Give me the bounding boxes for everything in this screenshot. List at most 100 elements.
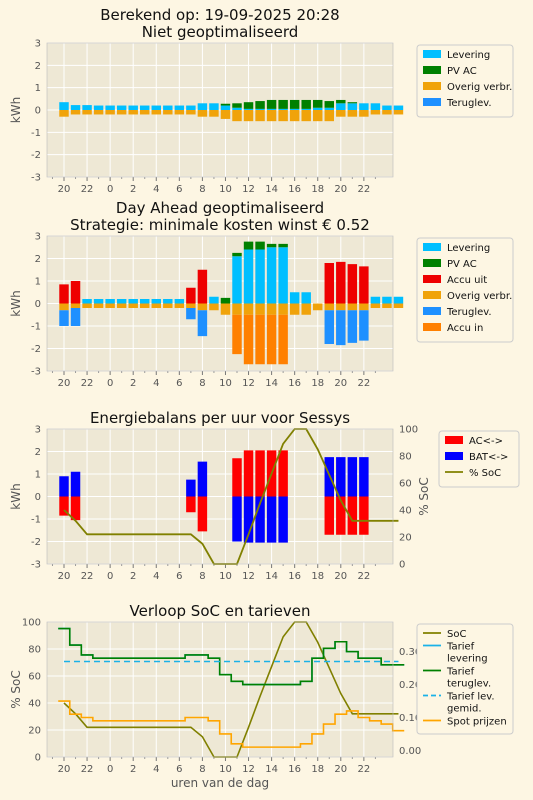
x-tick-label: 6	[176, 764, 182, 775]
bar	[393, 296, 404, 304]
legend-label: Overig verbr.	[447, 291, 512, 302]
legend-swatch	[423, 66, 441, 74]
legend-swatch	[445, 452, 463, 460]
legend-label: BAT<->	[469, 452, 508, 463]
bar	[313, 303, 323, 311]
legend-swatch	[423, 275, 441, 283]
legend-label: gemid.	[447, 704, 482, 715]
bar	[232, 314, 242, 355]
y-tick-label: 100	[22, 618, 41, 629]
bar	[359, 496, 369, 535]
x-tick-label: 12	[242, 378, 255, 389]
bar	[197, 310, 208, 337]
legend-box	[416, 623, 514, 735]
bar	[116, 303, 127, 308]
x-tick-label: 14	[265, 184, 278, 195]
x-tick-label: 22	[357, 378, 370, 389]
bar	[278, 99, 288, 109]
x-tick-label: 18	[311, 571, 324, 582]
bar	[220, 303, 231, 315]
chart-title: Verloop SoC en tarieven	[130, 602, 311, 620]
y-tick-label: -2	[31, 537, 41, 548]
bar	[266, 110, 277, 122]
bar	[243, 303, 254, 315]
bar	[82, 110, 92, 115]
bar	[347, 496, 358, 535]
bar	[174, 105, 185, 110]
legend-swatch	[423, 307, 441, 315]
bar	[313, 110, 323, 122]
x-tick-label: 6	[176, 571, 182, 582]
bar	[128, 110, 138, 115]
bar	[278, 303, 288, 315]
bar	[359, 266, 369, 304]
legend-swatch	[423, 98, 441, 106]
bar	[82, 299, 92, 304]
x-tick-label: 0	[107, 571, 113, 582]
x-tick-label: 22	[357, 571, 370, 582]
legend-label: Levering	[447, 243, 490, 254]
x-tick-label: 10	[219, 571, 232, 582]
legend-box	[438, 430, 520, 488]
x-tick-label: 2	[130, 184, 136, 195]
bar	[82, 105, 92, 110]
bar	[220, 110, 231, 119]
bar	[93, 303, 104, 308]
x-tick-label: 16	[288, 184, 301, 195]
bar	[105, 303, 115, 308]
x-tick-label: 12	[242, 184, 255, 195]
x-tick-label: 0	[107, 764, 113, 775]
bar	[197, 496, 208, 532]
x-tick-label: 2	[130, 764, 136, 775]
bar	[313, 107, 323, 110]
y-tick-label: 2	[35, 447, 41, 458]
bar	[151, 105, 161, 110]
x-tick-label: 2	[130, 378, 136, 389]
y2-tick-label: 0.30	[399, 647, 421, 658]
bar	[163, 105, 173, 110]
chart-panel-3: Energiebalans per uur voor Sessys -3 -2 -1 0…	[9, 409, 520, 582]
y-axis-label: % SoC	[9, 670, 23, 709]
bar	[186, 308, 196, 320]
bar	[255, 241, 265, 250]
bar	[151, 110, 161, 115]
bar	[278, 450, 288, 497]
x-tick-label: 22	[81, 184, 94, 195]
bar	[163, 299, 173, 304]
x-tick-label: 10	[219, 184, 232, 195]
bar	[140, 105, 150, 110]
bar	[243, 110, 254, 122]
x-tick-label: 12	[242, 571, 255, 582]
legend-label: Spot prijzen	[447, 717, 507, 728]
bar	[278, 314, 288, 365]
bar	[186, 110, 196, 115]
legend-label: teruglev.	[447, 679, 491, 690]
bar	[370, 296, 381, 304]
x-tick-label: 14	[265, 571, 278, 582]
bar	[59, 110, 69, 117]
bar	[59, 476, 69, 497]
y2-tick-label: 20	[399, 533, 412, 544]
legend-swatch	[423, 82, 441, 90]
y-tick-label: 20	[28, 726, 41, 737]
legend-label: Tarief lev.	[446, 692, 495, 703]
y-tick-label: -2	[31, 150, 41, 161]
bar	[359, 110, 369, 117]
legend-label: Levering	[447, 50, 490, 61]
x-axis-label: uren van de dag	[171, 776, 269, 790]
bar	[370, 110, 381, 115]
bar	[336, 110, 346, 117]
bar	[301, 292, 311, 304]
y2-axis-label: % SoC	[417, 477, 431, 516]
bar	[197, 303, 208, 311]
bar	[70, 105, 81, 110]
x-tick-label: 22	[81, 378, 94, 389]
bar	[359, 457, 369, 497]
x-tick-label: 8	[199, 764, 205, 775]
bar	[209, 103, 219, 110]
bar	[128, 299, 138, 304]
legend-label: AC<->	[469, 436, 503, 447]
plot-frame	[46, 428, 394, 565]
bar	[59, 284, 69, 304]
